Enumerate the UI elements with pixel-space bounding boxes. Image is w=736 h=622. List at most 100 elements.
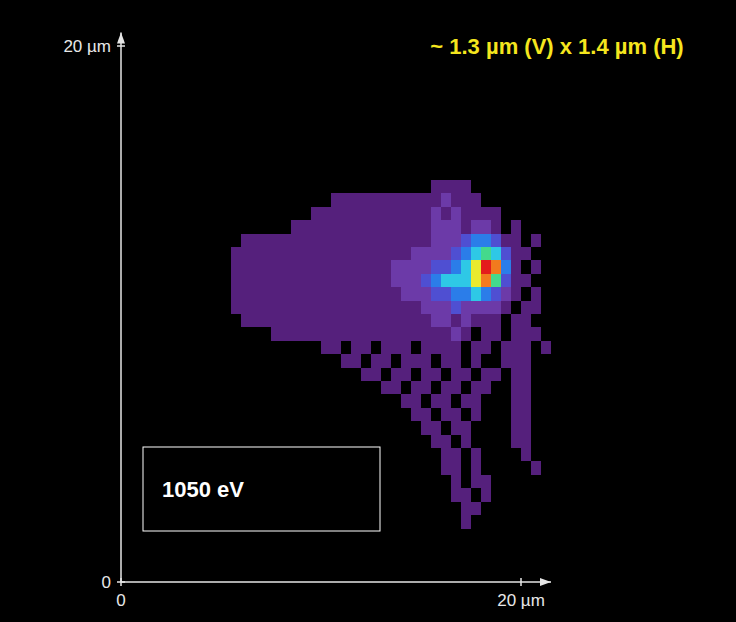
heat-cell bbox=[421, 515, 432, 529]
heat-cell bbox=[411, 381, 422, 395]
heat-cell bbox=[521, 461, 532, 475]
heat-cell bbox=[291, 327, 302, 341]
heat-cell bbox=[411, 327, 422, 341]
heat-cell bbox=[281, 301, 292, 315]
heat-cell bbox=[431, 488, 442, 502]
heat-cell bbox=[481, 180, 492, 194]
heat-cell bbox=[541, 488, 551, 502]
heat-cell bbox=[511, 354, 522, 368]
heat-cell bbox=[281, 327, 292, 341]
heat-cell bbox=[351, 421, 362, 435]
heat-cell bbox=[511, 394, 522, 408]
heat-cell bbox=[441, 368, 452, 382]
heat-cell bbox=[521, 354, 532, 368]
heat-cell bbox=[411, 341, 422, 355]
heat-cell bbox=[351, 220, 362, 234]
heat-cell bbox=[411, 488, 422, 502]
annotation-box bbox=[143, 447, 380, 531]
heat-cell bbox=[541, 354, 551, 368]
heat-cell bbox=[451, 502, 462, 516]
heat-cell bbox=[521, 435, 532, 449]
heat-cell bbox=[301, 207, 312, 221]
heat-cell bbox=[481, 448, 492, 462]
heat-cell bbox=[291, 274, 302, 288]
heat-cell bbox=[501, 234, 512, 248]
heat-cell bbox=[271, 408, 282, 422]
heat-cell bbox=[501, 301, 512, 315]
heat-cell bbox=[401, 260, 412, 274]
heat-cell bbox=[271, 234, 282, 248]
heat-cell bbox=[261, 287, 272, 301]
heat-cell bbox=[271, 421, 282, 435]
heat-cell bbox=[481, 515, 492, 529]
heat-cell bbox=[481, 287, 492, 301]
heat-cell bbox=[471, 488, 482, 502]
heat-cell bbox=[481, 301, 492, 315]
heat-cell bbox=[341, 421, 352, 435]
heat-cell bbox=[441, 207, 452, 221]
heat-cell bbox=[401, 502, 412, 516]
heat-cell bbox=[231, 234, 242, 248]
heat-cell bbox=[251, 193, 262, 207]
heat-cell bbox=[231, 193, 242, 207]
heat-cell bbox=[381, 435, 392, 449]
heat-cell bbox=[421, 341, 432, 355]
heat-cell bbox=[531, 354, 542, 368]
heat-cell bbox=[451, 327, 462, 341]
heat-cell bbox=[401, 381, 412, 395]
heat-cell bbox=[391, 247, 402, 261]
heat-cell bbox=[301, 381, 312, 395]
heat-cell bbox=[431, 327, 442, 341]
heat-cell bbox=[541, 461, 551, 475]
heat-cell bbox=[441, 234, 452, 248]
heat-cell bbox=[361, 368, 372, 382]
heat-cell bbox=[381, 327, 392, 341]
heat-cell bbox=[441, 180, 452, 194]
heat-cell bbox=[531, 461, 542, 475]
x-tick-label: 0 bbox=[116, 591, 125, 610]
heat-cell bbox=[421, 287, 432, 301]
heat-cell bbox=[471, 247, 482, 261]
heat-cell bbox=[391, 207, 402, 221]
heat-cell bbox=[461, 354, 472, 368]
heat-cell bbox=[271, 354, 282, 368]
heat-cell bbox=[501, 435, 512, 449]
heat-cell bbox=[371, 247, 382, 261]
heat-cell bbox=[261, 341, 272, 355]
heat-cell bbox=[391, 515, 402, 529]
y-tick-label: 20 µm bbox=[63, 37, 111, 56]
heat-cell bbox=[521, 180, 532, 194]
heat-cell bbox=[521, 448, 532, 462]
energy-label: 1050 eV bbox=[162, 477, 244, 502]
heat-cell bbox=[301, 314, 312, 328]
heat-cell bbox=[321, 354, 332, 368]
heat-cell bbox=[371, 314, 382, 328]
heat-cell bbox=[401, 354, 412, 368]
heat-cell bbox=[541, 435, 551, 449]
heat-cell bbox=[481, 234, 492, 248]
heat-cell bbox=[371, 260, 382, 274]
heat-cell bbox=[501, 448, 512, 462]
heat-cell bbox=[471, 341, 482, 355]
heat-cell bbox=[401, 301, 412, 315]
heat-cell bbox=[541, 220, 551, 234]
heat-cell bbox=[541, 327, 551, 341]
heat-cell bbox=[431, 301, 442, 315]
heat-cell bbox=[471, 515, 482, 529]
heat-cell bbox=[381, 314, 392, 328]
heat-cell bbox=[251, 274, 262, 288]
heat-cell bbox=[531, 207, 542, 221]
heat-cell bbox=[261, 327, 272, 341]
heat-cell bbox=[511, 341, 522, 355]
heat-cell bbox=[351, 207, 362, 221]
heat-cell bbox=[301, 247, 312, 261]
heat-cell bbox=[421, 488, 432, 502]
heat-cell bbox=[391, 421, 402, 435]
heat-cell bbox=[541, 287, 551, 301]
heat-cell bbox=[271, 314, 282, 328]
heat-cell bbox=[431, 502, 442, 516]
heat-cell bbox=[281, 260, 292, 274]
heat-cell bbox=[421, 461, 432, 475]
heat-cell bbox=[541, 301, 551, 315]
heat-cell bbox=[481, 274, 492, 288]
